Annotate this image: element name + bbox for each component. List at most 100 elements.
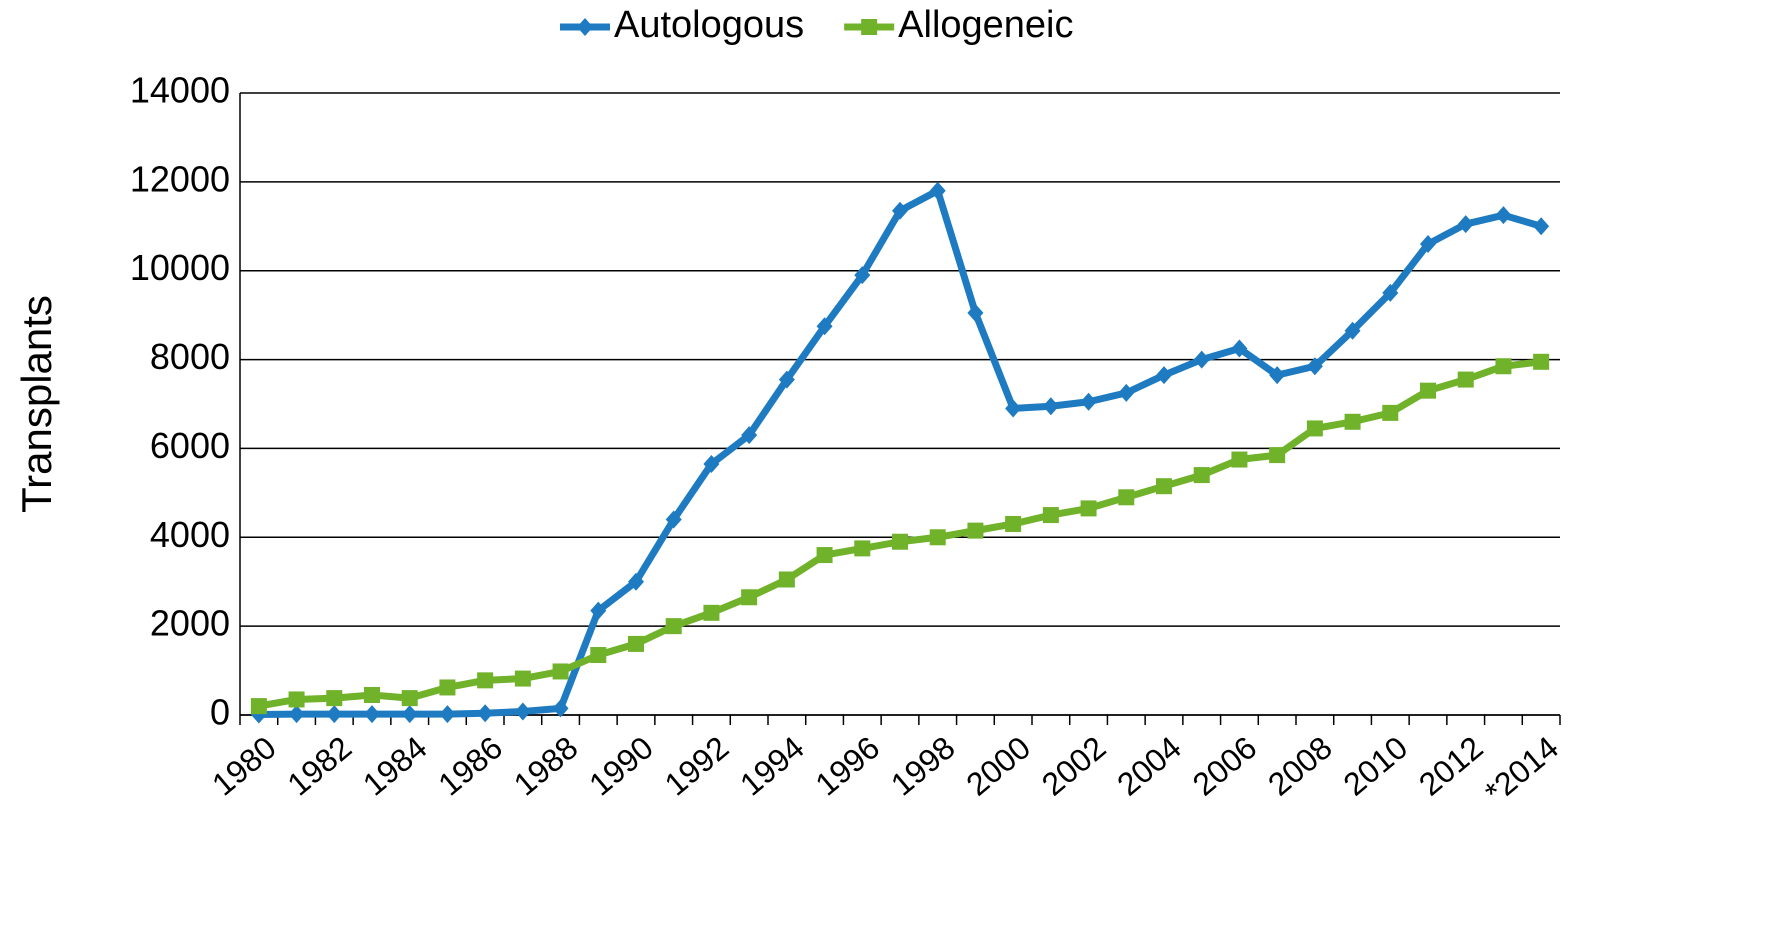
point	[778, 370, 795, 389]
point	[1042, 397, 1059, 416]
point	[326, 690, 343, 707]
point	[1193, 350, 1210, 369]
point	[288, 705, 305, 724]
x-tick-label: 1990	[582, 729, 660, 802]
point	[816, 317, 833, 336]
point	[477, 704, 494, 723]
series-line	[258, 187, 1543, 719]
point	[552, 663, 569, 680]
point	[364, 705, 380, 724]
point	[929, 529, 946, 546]
point	[1382, 404, 1399, 421]
legend-label: Allogeneic	[898, 4, 1073, 46]
point	[439, 705, 456, 724]
point	[967, 303, 984, 322]
point	[1269, 366, 1286, 385]
point	[514, 702, 531, 721]
point	[967, 522, 984, 539]
x-tick-label: 2000	[959, 729, 1037, 802]
x-tick-label: 1988	[507, 729, 585, 802]
x-tick-label: 2006	[1186, 729, 1264, 802]
y-tick-label: 12000	[130, 158, 230, 199]
x-tick-label: 1984	[356, 729, 434, 802]
y-tick-label: 2000	[150, 603, 230, 644]
point	[326, 705, 343, 724]
point	[1420, 382, 1436, 399]
x-tick-label: 2004	[1110, 729, 1188, 802]
point	[628, 572, 644, 591]
point	[288, 691, 305, 708]
point	[1005, 515, 1022, 532]
y-tick-label: 6000	[150, 425, 230, 466]
point	[401, 690, 418, 707]
point	[1457, 215, 1474, 234]
point	[1231, 339, 1248, 358]
point	[250, 698, 267, 715]
point	[665, 510, 682, 529]
x-tick-label: 1994	[733, 729, 811, 802]
y-tick-label: 10000	[130, 247, 230, 288]
point	[1118, 383, 1135, 402]
point	[892, 201, 908, 220]
point	[1118, 489, 1135, 506]
point	[1156, 478, 1172, 495]
x-tick-label: 2010	[1337, 729, 1415, 802]
point	[703, 454, 720, 473]
x-tick-label: 1986	[431, 729, 509, 802]
y-tick-label: 0	[210, 692, 230, 733]
point	[778, 571, 795, 588]
point	[665, 618, 682, 635]
point	[1495, 206, 1512, 225]
point	[1344, 321, 1361, 340]
point	[590, 601, 607, 620]
point	[741, 589, 758, 606]
x-tick-label: 1980	[205, 729, 283, 802]
point	[401, 705, 418, 724]
legend-marker	[577, 18, 593, 36]
point	[854, 266, 871, 285]
x-tick-label: *2014	[1478, 729, 1565, 810]
y-axis-label: Transplants	[13, 295, 60, 513]
legend-label: Autologous	[614, 4, 804, 46]
point	[439, 679, 456, 696]
y-tick-label: 8000	[150, 336, 230, 377]
x-tick-label: 2008	[1261, 729, 1339, 802]
point	[1533, 353, 1550, 370]
point	[1306, 357, 1323, 376]
point	[703, 604, 720, 621]
point	[1344, 413, 1361, 430]
point	[1382, 283, 1399, 302]
point	[741, 426, 758, 445]
point	[1231, 451, 1248, 468]
x-tick-label: 2012	[1412, 729, 1490, 802]
point	[892, 533, 908, 550]
point	[1306, 420, 1323, 437]
x-tick-label: 1996	[809, 729, 887, 802]
point	[1080, 392, 1097, 411]
y-tick-label: 14000	[130, 70, 230, 111]
point	[816, 547, 833, 564]
point	[854, 540, 871, 557]
legend-marker	[861, 19, 878, 35]
point	[1193, 467, 1210, 484]
x-tick-label: 1982	[281, 729, 359, 802]
point	[477, 672, 494, 689]
point	[552, 699, 569, 718]
x-tick-label: 1992	[658, 729, 736, 802]
point	[1156, 366, 1172, 385]
point	[1042, 507, 1059, 524]
x-tick-label: 1998	[884, 729, 962, 802]
point	[1533, 217, 1550, 236]
point	[628, 635, 644, 652]
point	[514, 670, 531, 687]
point	[1080, 500, 1097, 517]
point	[1269, 447, 1286, 464]
point	[364, 687, 380, 704]
x-tick-label: 2002	[1035, 729, 1113, 802]
point	[1005, 399, 1022, 418]
point	[590, 647, 607, 664]
point	[929, 181, 946, 200]
point	[1420, 235, 1436, 254]
point	[1495, 358, 1512, 375]
